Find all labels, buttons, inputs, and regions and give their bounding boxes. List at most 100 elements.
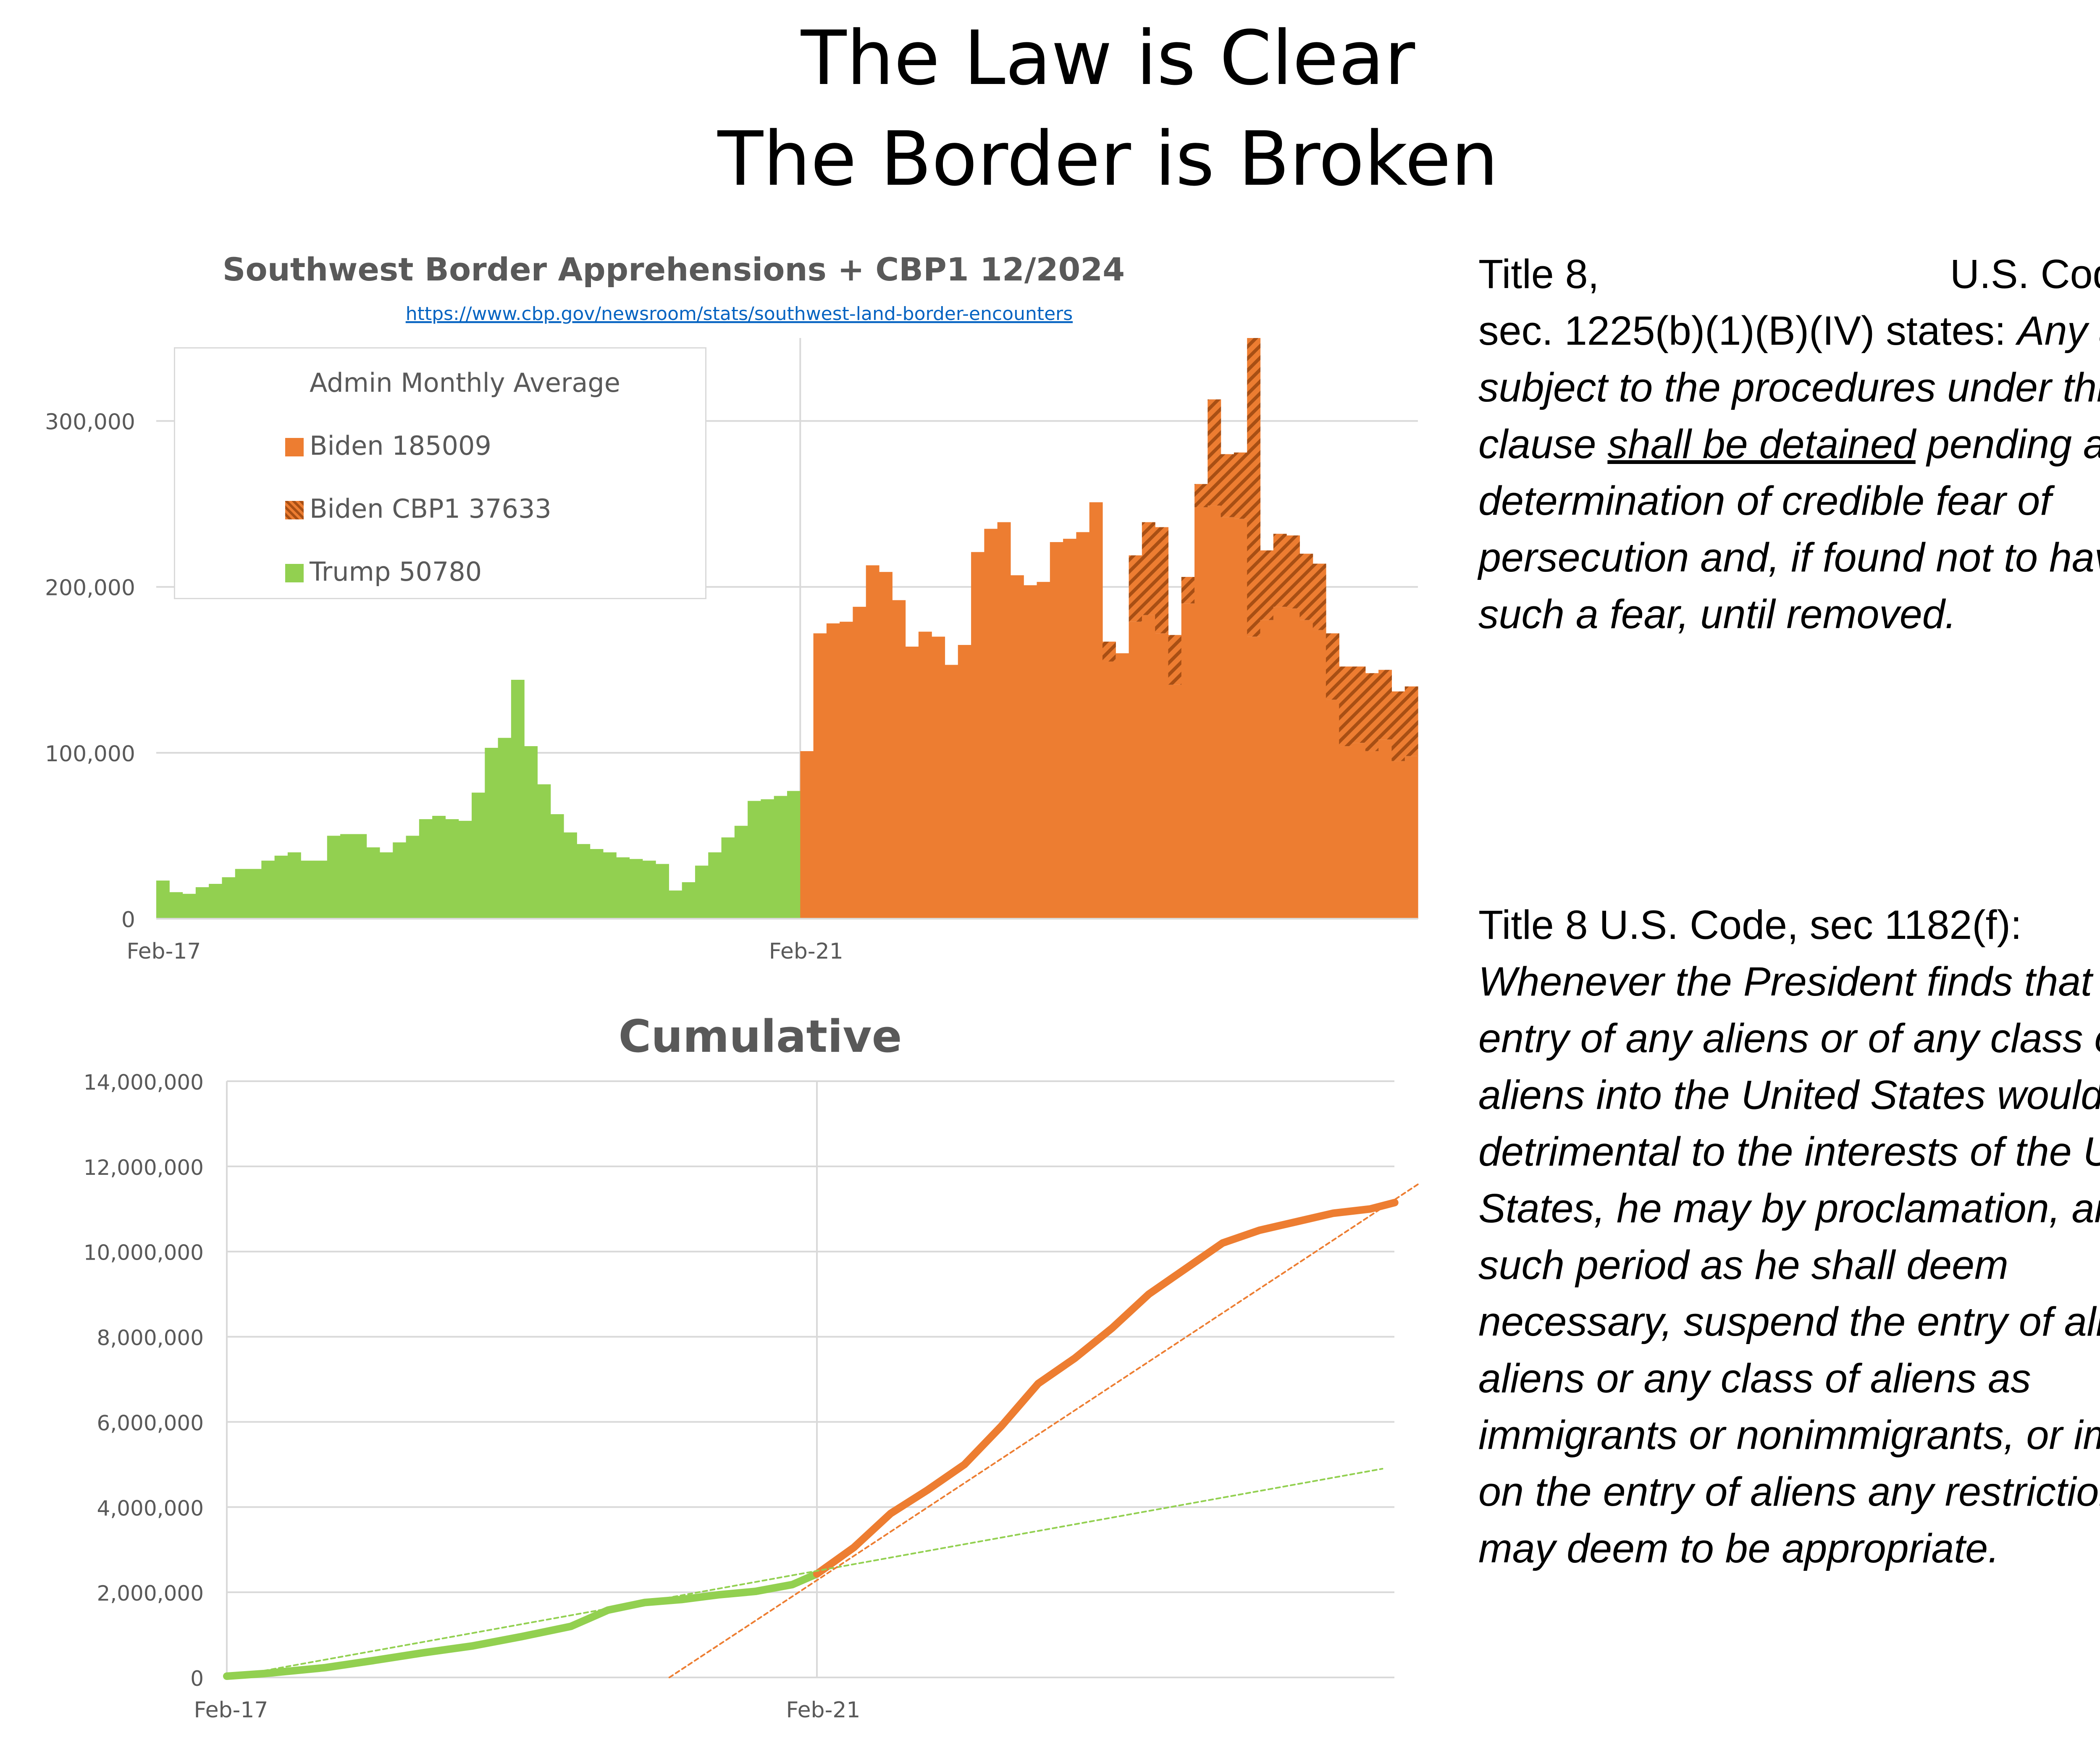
bar-trump [708,852,722,919]
bar-biden [1286,608,1300,919]
bar-trump [419,819,433,919]
bar-biden-cbp1 [1155,527,1169,634]
page-title-line-2: The Border is Broken [717,115,1499,202]
bar-biden-cbp1 [1168,635,1182,685]
bar-biden [1037,582,1050,919]
bar-trump [721,837,735,919]
bar-biden-cbp1 [1404,686,1418,756]
bar-biden-cbp1 [1365,673,1379,751]
bar-biden [1010,575,1024,919]
legend-item-biden: Biden 185009 [285,430,491,461]
bar-trump [550,814,564,919]
legend-item-biden-cbp1: Biden CBP1 37633 [285,493,551,524]
bar-biden [1312,630,1326,919]
bar-biden [1339,746,1353,919]
y-tick-label: 100,000 [45,742,135,767]
y-tick-label: 6,000,000 [97,1411,204,1435]
bar-trump [235,869,249,919]
bar-biden-cbp1 [1299,553,1313,620]
bar-biden [1155,633,1169,919]
bar-trump [537,784,551,919]
bar-biden-cbp1 [1102,642,1116,662]
bar-trump [564,832,577,919]
bar-trump [669,890,682,919]
bar-biden [1365,751,1379,919]
bar-trump [498,738,512,919]
statute-1225-quote-a: Any alien subject to the procedures unde… [1478,308,2100,467]
bar-biden [1194,507,1208,919]
legend-item-trump: Trump 50780 [285,556,482,587]
bar-trump [379,852,393,919]
trend-line [668,1182,1420,1678]
bar-trump [774,796,788,919]
y-tick-label: 200,000 [45,576,135,601]
bar-biden [1391,761,1405,919]
bar-biden-cbp1 [1129,555,1142,622]
bar-trump [682,882,696,919]
bar-biden [1089,502,1103,919]
bar-biden [1142,615,1155,919]
trend-line [226,1468,1383,1678]
bar-trump [274,855,288,919]
bar-trump [261,860,275,919]
x-tick-label: Feb-21 [769,939,843,964]
y-tick-label: 0 [121,907,135,933]
y-tick-label: 12,000,000 [84,1156,204,1180]
y-tick-label: 14,000,000 [84,1070,204,1095]
bar-trump [485,748,499,919]
bar-trump [182,894,196,919]
bar-biden [840,621,853,919]
bar-trump [734,825,748,919]
bar-biden [1404,756,1418,919]
bar-trump [748,801,761,919]
bar-chart: 0 100,000 200,000 300,000 Feb-17 Feb-21 Southw… [45,251,1418,964]
bar-biden [1326,700,1339,919]
bar-biden [1116,653,1129,919]
y-tick-label: 2,000,000 [97,1581,204,1606]
x-tick-label: Feb-21 [786,1698,861,1723]
bar-biden-cbp1 [1286,535,1300,609]
legend-label-biden: Biden 185009 [310,430,491,461]
bar-biden [1247,637,1261,919]
bar-biden [1260,620,1274,919]
bar-biden [1352,743,1366,919]
bar-biden [918,632,932,919]
bar-trump [590,849,604,919]
bar-biden [1181,603,1195,919]
bar-trump [432,816,446,919]
bar-biden [1102,661,1116,919]
bar-biden-cbp1 [1312,563,1326,630]
y-tick-label: 4,000,000 [97,1496,204,1520]
bar-trump [156,880,170,919]
bar-biden [1063,539,1077,919]
statute-1225-text: Title 8, U.S. Code, sec. 1225(b)(1)(B)(I… [1478,246,2100,642]
statute-1182-intro: Title 8 U.S. Code, sec 1182(f): [1478,902,2022,948]
cumulative-line [813,1199,1399,1578]
bar-trump [787,791,801,919]
legend-swatch-trump [285,564,304,582]
bar-trump [761,799,774,919]
bar-biden-cbp1 [1339,666,1353,747]
bar-biden-cbp1 [1378,670,1392,740]
cumulative-line [223,1570,821,1680]
bar-trump [287,852,301,919]
bar-biden [971,552,984,919]
bar-trump [458,820,472,919]
bar-trump [248,869,262,919]
bar-biden [866,565,879,919]
bar-biden [1378,739,1392,919]
chart-title: Southwest Border Apprehensions + CBP1 12… [223,251,1125,288]
bar-trump [629,859,643,919]
bar-biden [1234,519,1247,919]
legend-label-biden-cbp1: Biden CBP1 37633 [310,493,551,524]
bar-biden-cbp1 [1234,452,1247,519]
bar-biden [800,751,814,919]
bar-trump [524,746,538,919]
bar-biden-cbp1 [1142,522,1155,615]
page-title-line-1: The Law is Clear [801,15,1415,102]
statute-1182-quote: Whenever the President finds that the en… [1478,959,2100,1571]
bar-biden [1168,684,1182,919]
statute-1182-text: Title 8 U.S. Code, sec 1182(f): Whenever… [1478,896,2100,1577]
bar-trump [603,852,617,919]
